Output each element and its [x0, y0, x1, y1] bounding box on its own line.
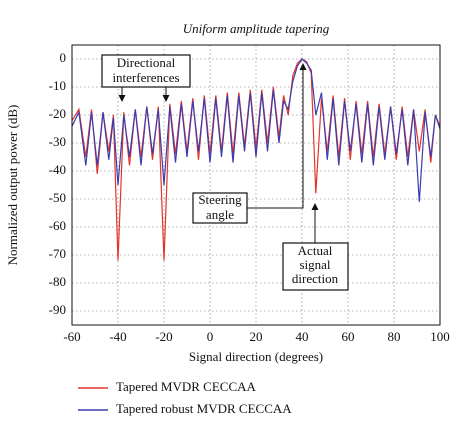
y-tick-label: -80 — [49, 274, 66, 289]
x-tick-label: 100 — [430, 329, 450, 344]
chart-title: Uniform amplitude tapering — [183, 21, 330, 36]
x-tick-label: 40 — [296, 329, 309, 344]
plot-area: 0 -10 -20 -30 -40 -50 -60 -70 -80 -90 -60 -40 -20 0 20… — [49, 44, 450, 344]
legend-label: Tapered MVDR CECCAA — [116, 379, 257, 394]
plot-border — [71, 44, 441, 326]
y-tick-label: -70 — [49, 246, 66, 261]
x-tick-label: -20 — [155, 329, 172, 344]
x-tick-label: 80 — [388, 329, 401, 344]
x-tick-label: 60 — [342, 329, 355, 344]
annotations: Directional interferences Steering angle A… — [101, 54, 349, 291]
annotation-box — [101, 54, 191, 88]
y-tick-label: -40 — [49, 162, 66, 177]
y-tick-label: -10 — [49, 78, 66, 93]
annotation: Directional interferences — [112, 55, 179, 85]
x-axis-label: Signal direction (degrees) — [189, 349, 323, 364]
y-axis-label: Normalized output power (dB) — [5, 105, 20, 266]
y-tick-label: -20 — [49, 106, 66, 121]
x-tick-label: 0 — [207, 329, 214, 344]
legend-label: Tapered robust MVDR CECCAA — [116, 401, 292, 416]
annotation: Steering angle — [198, 192, 242, 222]
y-tick-label: -60 — [49, 218, 66, 233]
annotation-box — [282, 242, 349, 291]
y-tick-label: -30 — [49, 134, 66, 149]
annotation-box — [192, 192, 248, 224]
x-tick-label: -60 — [63, 329, 80, 344]
y-tick-label: -90 — [49, 302, 66, 317]
annotation: Actual signal direction — [292, 243, 339, 286]
y-tick-label: 0 — [60, 50, 67, 65]
x-tick-label: 20 — [250, 329, 263, 344]
x-tick-label: -40 — [109, 329, 126, 344]
series-line — [71, 58, 441, 202]
y-tick-label: -50 — [49, 190, 66, 205]
arrow — [247, 63, 307, 209]
